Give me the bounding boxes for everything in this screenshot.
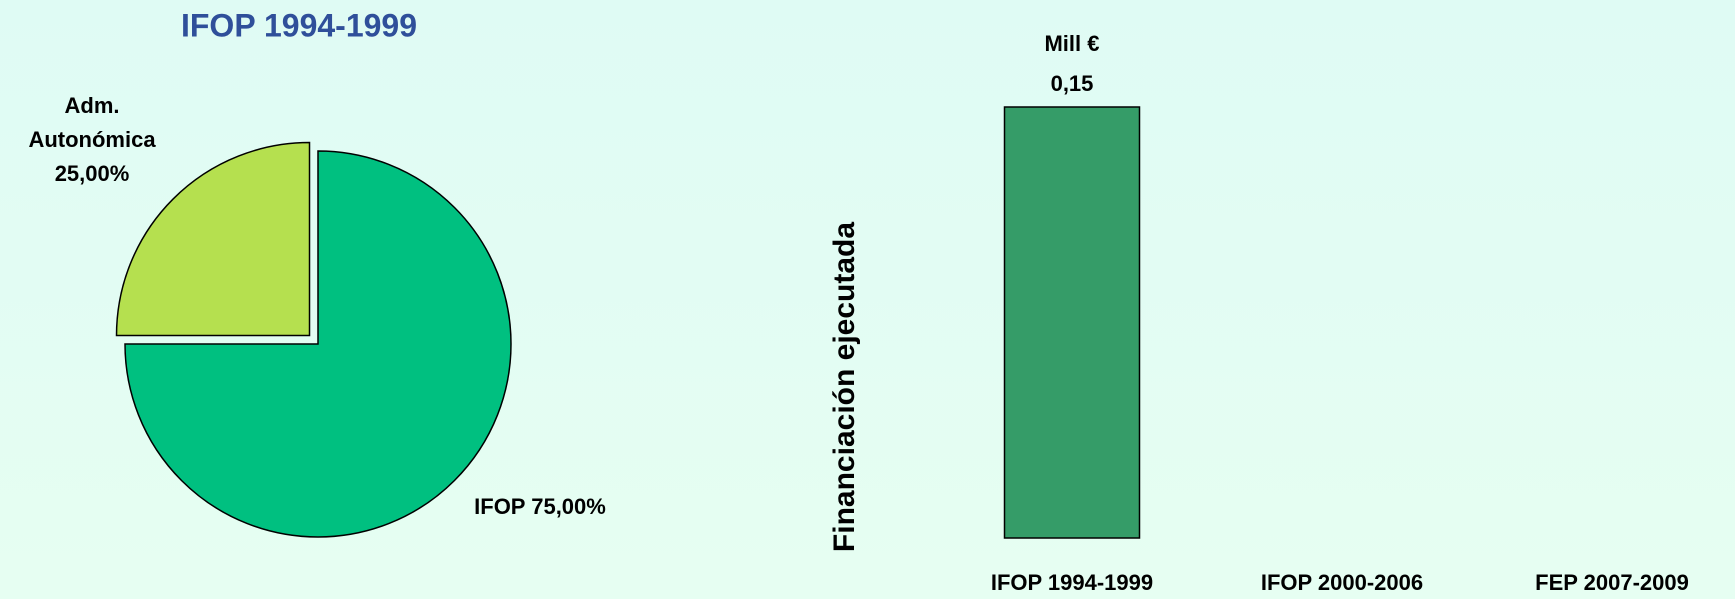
slice-name: IFOP [474,494,525,519]
slice-label: IFOP 75,00% [474,494,606,519]
slice-value-label: 75,00% [531,494,606,519]
pie-slice [115,141,311,337]
pie-title: IFOP 1994-1999 [181,7,417,43]
slice-name-line: Adm. [65,93,120,118]
x-tick-label: FEP 2007-2009 [1535,570,1689,595]
slice-name-line: Autonómica [28,127,156,152]
x-tick-label: IFOP 1994-1999 [991,570,1153,595]
y-axis-label: Financiación ejecutada [828,222,861,552]
x-tick-label: IFOP 2000-2006 [1261,570,1423,595]
slice-name: Adm. Autonómica [28,93,156,152]
pie-slice [124,150,512,538]
bar [1003,106,1141,539]
unit-annotation: Mill € [1044,31,1099,56]
slice-value-label: 25,00% [55,161,130,186]
bar-value-label: 0,15 [1051,71,1094,96]
